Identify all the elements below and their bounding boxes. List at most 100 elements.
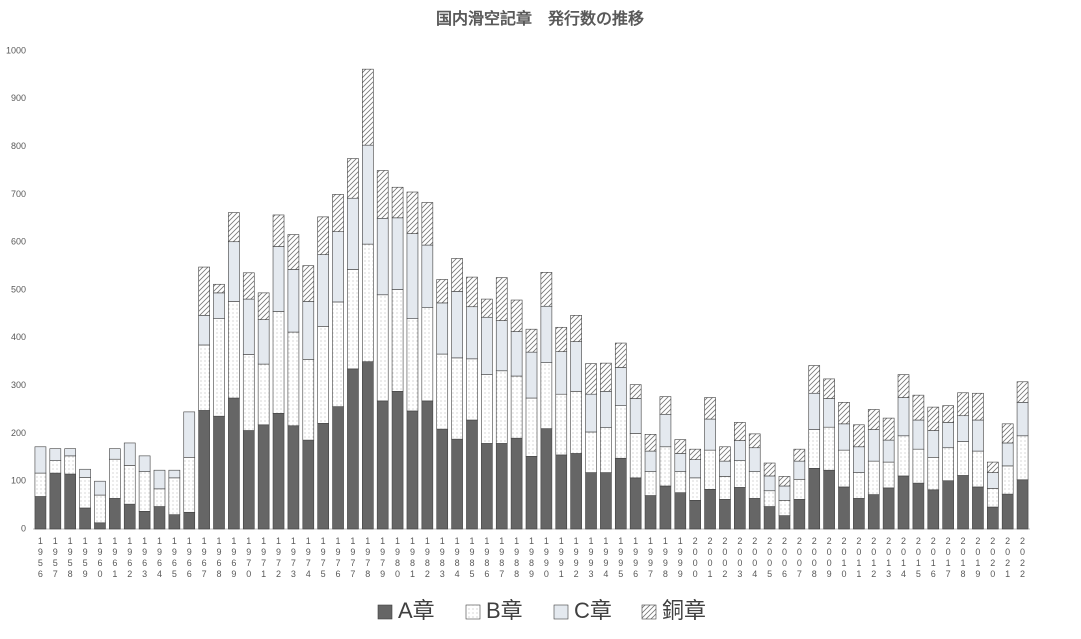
x-tick-label: 1990 [543,536,549,579]
x-tick-label: 1969 [231,536,237,579]
bar-segment [659,396,672,415]
bar-segment [257,424,270,530]
bar-segment [748,433,761,449]
bar-segment [808,365,821,394]
bar-segment [49,472,62,530]
bar-segment [123,503,136,530]
bar-segment [302,439,315,530]
x-tick-label: 1980 [395,536,401,579]
bar-segment [183,511,196,530]
bar-segment [362,68,374,146]
bar-segment [867,494,880,530]
bar-segment [228,301,240,399]
bar-segment [972,450,984,488]
bar-segment [853,498,865,530]
bar-segment [734,422,746,441]
bar-segment [614,405,627,459]
y-tick-label: 600 [11,237,26,247]
x-tick-label: 1998 [662,536,668,579]
bar-segment [79,477,91,509]
bar-segment [1016,479,1029,530]
bar-segment [1001,465,1014,495]
bar-segment [317,423,329,530]
bar-segment [674,453,687,472]
bar-segment [704,397,716,420]
bar-segment [228,397,240,530]
bar-segment [763,490,776,507]
x-tick-label: 1987 [499,536,505,579]
bar-segment [362,144,374,245]
x-tick-label: 2002 [722,536,728,579]
bar-segment [704,418,716,451]
bar-segment [614,457,627,530]
bar-segment [332,194,344,232]
bar-segment [79,507,91,530]
bar-segment [778,515,791,530]
bar-segment [734,460,746,488]
bar-segment [823,398,835,428]
chart-title: 国内滑空記章 発行数の推移 [436,9,644,28]
bar-segment [719,446,731,462]
bar-segment [823,378,835,399]
bar-segment [570,315,582,342]
bar-segment [228,212,240,243]
bar-segment [287,331,300,427]
bar-segment [406,233,419,319]
bar-segment [168,514,181,530]
bar-segment [957,392,969,417]
bar-segment [942,447,954,482]
bar-segment [644,471,657,496]
bar-segment [495,443,508,530]
x-tick-label: 2017 [945,536,951,579]
x-tick-label: 2011 [856,536,862,579]
x-tick-label: 1957 [52,536,58,579]
bar-segment [451,258,463,292]
x-tick-label: 1971 [261,536,267,579]
bar-segment [867,460,880,495]
bar-segment [436,353,449,430]
y-tick-label: 800 [11,141,26,151]
legend-label: B章 [486,598,523,623]
x-tick-label: 1993 [588,536,594,579]
bar-segment [972,486,984,530]
bar-segment [734,440,746,461]
x-tick-label: 2009 [826,536,832,579]
bar-segment [495,370,508,444]
bar-segment [109,498,121,530]
bar-segment [585,472,597,530]
y-tick-label: 0 [21,523,26,533]
bar-segment [213,318,225,417]
bar-segment [257,363,270,426]
bar-segment [317,216,329,255]
x-tick-label: 2008 [811,536,817,579]
bar-segment [198,266,210,316]
legend-swatch [377,604,393,620]
y-tick-label: 200 [11,428,26,438]
bar-segment [808,429,821,469]
x-tick-label: 1991 [558,536,564,579]
bar-segment [347,158,359,199]
bar-segment [853,424,865,448]
bar-segment [629,477,642,530]
y-tick-label: 500 [11,284,26,294]
x-tick-label: 1960 [97,536,103,579]
bar-segment [704,449,716,490]
bar-segment [748,498,761,530]
bar-segment [466,306,478,360]
bar-segment [763,462,776,477]
bar-segment [793,448,806,462]
bar-segment [689,448,701,460]
bar-segment [867,429,880,462]
bar-segment [466,419,478,530]
bar-segment [302,301,315,360]
bar-segment [585,431,597,473]
bar-segment [481,374,493,444]
bar-segment [986,461,999,473]
x-tick-label: 1975 [320,536,326,579]
bar-segment [34,496,47,530]
bar-segment [614,367,627,406]
bar-segment [406,191,419,234]
bar-segment [689,500,701,530]
bar-segment [49,448,62,461]
